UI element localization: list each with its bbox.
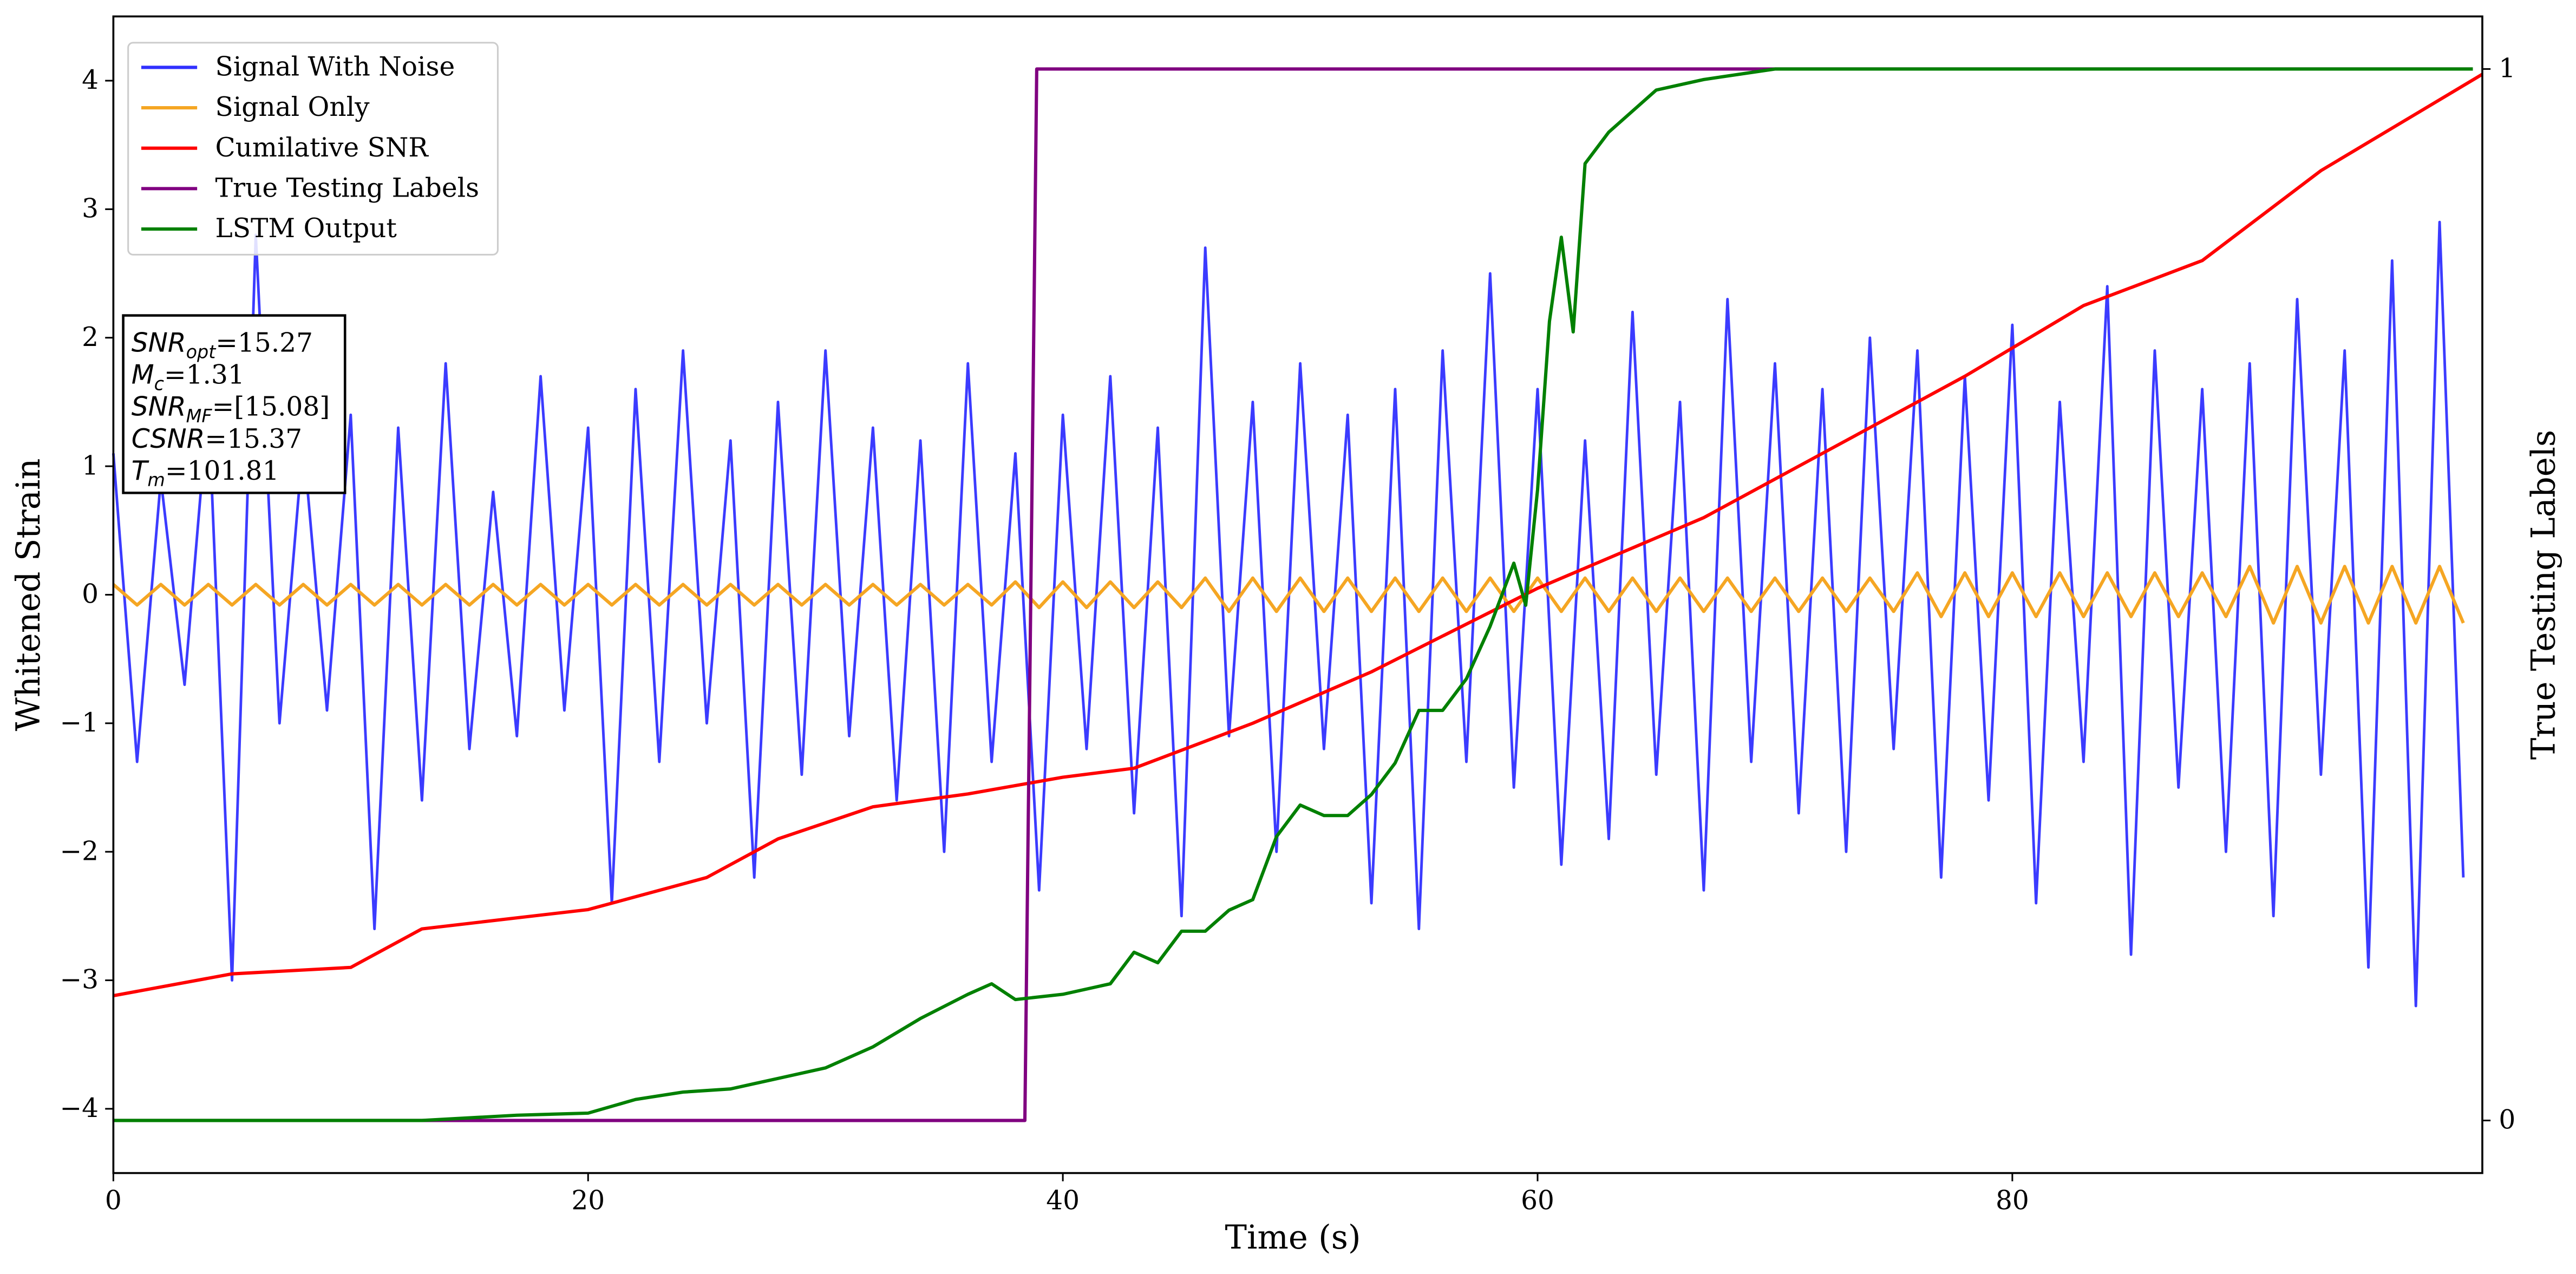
legend-label: Signal Only: [215, 92, 370, 122]
annotation-text: SNRMF=[15.08]: [132, 392, 330, 427]
annotation-value: =[15.08]: [212, 392, 330, 422]
series-line: [112, 565, 2465, 625]
annotation-symbol: SNR: [132, 392, 186, 422]
plot-root: Time (s) Whitened Strain True Testing La…: [10, 15, 2562, 1257]
annotation-symbol: CSNR: [132, 424, 205, 454]
annotation-subscript: MF: [186, 406, 213, 427]
series-line: [112, 220, 2465, 1008]
legend-label: LSTM Output: [215, 213, 397, 244]
annotation-text: Mc=1.31: [132, 360, 245, 395]
y-tick-label: −4: [60, 1093, 99, 1123]
x-tick-label: 60: [1521, 1185, 1554, 1216]
y2-tick-label: 1: [2499, 54, 2515, 84]
annotation-box: [122, 314, 346, 494]
annotation-value: =15.27: [215, 328, 313, 358]
y2-tick-label: 0: [2499, 1105, 2515, 1135]
y-tick-label: 3: [82, 194, 99, 224]
legend-box: [127, 42, 499, 256]
annotation-subscript: opt: [186, 341, 217, 362]
y-tick-label: 1: [82, 450, 99, 481]
y2-axis-label: True Testing Labels: [2525, 430, 2562, 760]
annotation-subscript: m: [147, 469, 165, 491]
series-line: [113, 67, 2473, 1122]
annotation-value: =101.81: [165, 456, 279, 486]
legend-label: True Testing Labels: [215, 173, 480, 204]
annotation-symbol: SNR: [132, 328, 186, 358]
y-tick-label: 4: [82, 65, 99, 95]
annotation-text: SNRopt=15.27: [132, 328, 313, 362]
annotation-symbol: T: [132, 456, 149, 486]
x-tick-label: 20: [571, 1185, 605, 1216]
annotation-symbol: M: [132, 360, 154, 390]
y-axis-label: Whitened Strain: [10, 459, 48, 731]
y-tick-label: −2: [60, 836, 99, 866]
y-tick-label: 2: [82, 322, 99, 352]
annotation-value: =15.37: [205, 424, 302, 454]
x-tick-label: 40: [1046, 1185, 1080, 1216]
y-tick-label: −3: [60, 965, 99, 995]
legend-label: Cumilative SNR: [215, 133, 429, 163]
series-line: [113, 73, 2483, 997]
x-tick-label: 80: [1996, 1185, 2029, 1216]
annotation-text: CSNR=15.37: [132, 424, 302, 454]
x-axis-label: Time (s): [1225, 1219, 1361, 1257]
annotation-value: =1.31: [164, 360, 245, 390]
annotation-text: Tm=101.81: [132, 456, 279, 491]
y-tick-label: −1: [60, 708, 99, 738]
legend-label: Signal With Noise: [215, 52, 455, 82]
y-tick-label: 0: [82, 579, 99, 610]
x-tick-label: 0: [105, 1185, 122, 1216]
annotation-subscript: c: [154, 374, 164, 395]
series-line: [113, 67, 2473, 1122]
